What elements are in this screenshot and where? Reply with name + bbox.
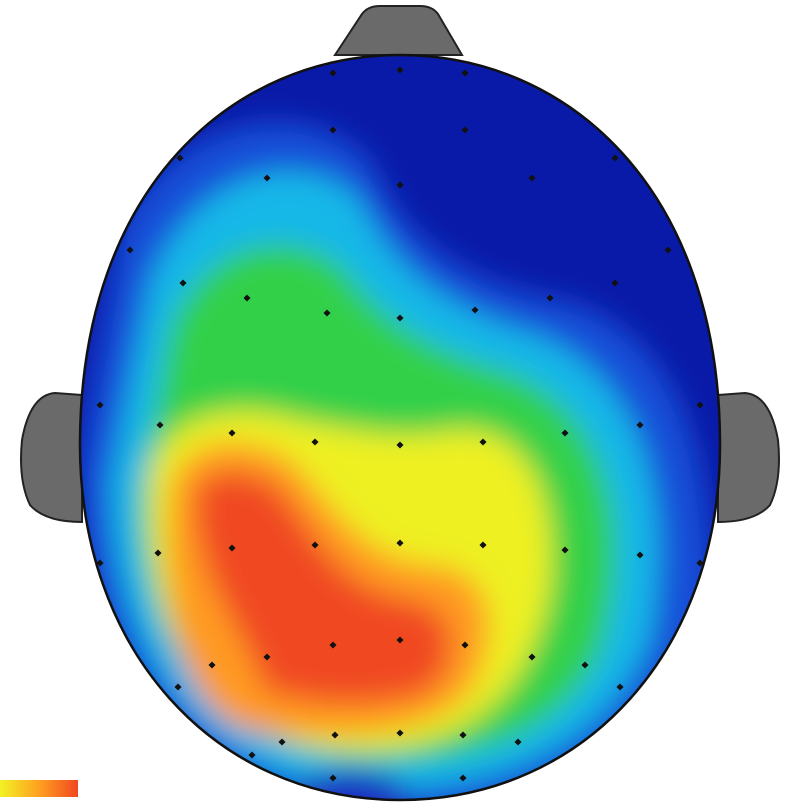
colorbar — [0, 780, 78, 797]
left-ear — [21, 393, 82, 522]
topographic-map — [0, 0, 786, 802]
nose — [335, 6, 462, 55]
page: (() => { const g = document.getElementBy… — [0, 0, 786, 802]
right-ear — [718, 393, 779, 522]
